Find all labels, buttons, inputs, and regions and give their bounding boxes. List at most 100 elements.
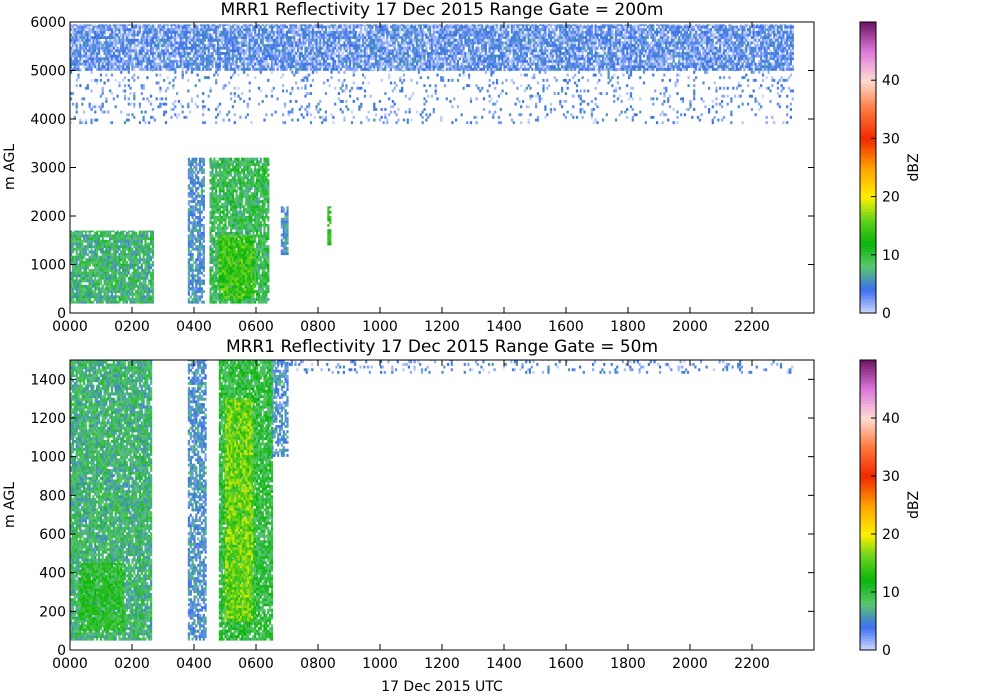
reflectivity-cell [647,44,649,47]
reflectivity-cell [463,47,465,50]
reflectivity-cell [340,39,342,42]
reflectivity-cell [87,39,89,42]
reflectivity-cell [505,47,507,50]
reflectivity-cell [118,31,120,34]
reflectivity-cell [529,28,531,31]
reflectivity-cell [496,31,498,34]
reflectivity-cell [440,65,442,68]
reflectivity-cell [647,26,649,29]
reflectivity-cell [516,68,518,71]
reflectivity-cell [195,41,197,44]
reflectivity-cell [650,24,652,25]
reflectivity-cell [254,41,256,44]
reflectivity-cell [377,63,379,66]
reflectivity-cell [507,39,509,42]
reflectivity-cell [265,31,267,34]
reflectivity-cell [120,49,122,52]
reflectivity-cell [191,39,193,42]
reflectivity-cell [79,57,81,60]
reflectivity-cell [254,63,256,66]
reflectivity-cell [338,34,340,37]
reflectivity-cell [591,57,593,60]
reflectivity-cell [161,34,163,37]
reflectivity-cell [502,31,504,34]
reflectivity-cell [498,47,500,50]
reflectivity-cell [552,36,554,39]
reflectivity-cell [284,52,286,55]
reflectivity-cell [301,26,303,29]
reflectivity-cell [347,68,349,71]
reflectivity-cell [167,49,169,52]
reflectivity-cell [366,49,368,52]
reflectivity-cell [232,49,234,52]
reflectivity-cell [472,47,474,50]
reflectivity-cell [180,47,182,50]
reflectivity-cell [423,31,425,34]
reflectivity-cell [410,41,412,44]
reflectivity-cell [561,36,563,39]
reflectivity-cell [399,36,401,39]
reflectivity-cell [124,55,126,58]
reflectivity-cell [386,36,388,39]
reflectivity-cell [476,68,478,71]
reflectivity-cell [96,65,98,68]
reflectivity-cell [622,26,624,29]
reflectivity-cell [483,47,485,50]
reflectivity-cell [161,28,163,31]
reflectivity-cell [542,68,544,71]
reflectivity-cell [157,24,159,25]
reflectivity-cell [477,36,479,39]
reflectivity-cell [362,24,364,25]
reflectivity-cell [528,31,530,34]
reflectivity-cell [122,36,124,39]
reflectivity-cell [269,31,271,34]
reflectivity-cell [139,41,141,44]
reflectivity-cell [641,44,643,47]
reflectivity-cell [609,26,611,29]
reflectivity-cell [260,39,262,42]
reflectivity-cell [297,68,299,71]
reflectivity-cell [204,28,206,31]
reflectivity-cell [349,39,351,42]
reflectivity-cell [198,24,200,25]
reflectivity-cell [533,24,535,25]
reflectivity-cell [665,34,667,37]
reflectivity-cell [144,26,146,29]
reflectivity-cell [92,44,94,47]
reflectivity-cell [269,34,271,37]
reflectivity-cell [384,68,386,71]
reflectivity-cell [371,63,373,66]
reflectivity-cell [319,60,321,63]
reflectivity-cell [563,60,565,63]
reflectivity-cell [89,49,91,52]
reflectivity-cell [291,34,293,37]
reflectivity-cell [347,57,349,60]
reflectivity-cell [628,63,630,66]
reflectivity-cell [615,52,617,55]
reflectivity-cell [613,44,615,47]
reflectivity-cell [643,55,645,58]
reflectivity-cell [340,49,342,52]
reflectivity-cell [414,47,416,50]
reflectivity-cell [468,44,470,47]
reflectivity-cell [152,65,154,68]
reflectivity-cell [557,44,559,47]
reflectivity-cell [198,39,200,42]
reflectivity-cell [433,31,435,34]
reflectivity-cell [182,36,184,39]
reflectivity-cell [489,41,491,44]
reflectivity-cell [182,60,184,63]
reflectivity-cell [351,49,353,52]
reflectivity-cell [107,55,109,58]
reflectivity-cell [433,63,435,66]
reflectivity-cell [111,60,113,63]
reflectivity-cell [505,60,507,63]
reflectivity-cell [139,31,141,34]
reflectivity-cell [386,28,388,31]
reflectivity-cell [483,49,485,52]
reflectivity-cell [485,47,487,50]
reflectivity-cell [502,41,504,44]
reflectivity-cell [104,34,106,37]
reflectivity-cell [250,39,252,42]
reflectivity-cell [550,26,552,29]
